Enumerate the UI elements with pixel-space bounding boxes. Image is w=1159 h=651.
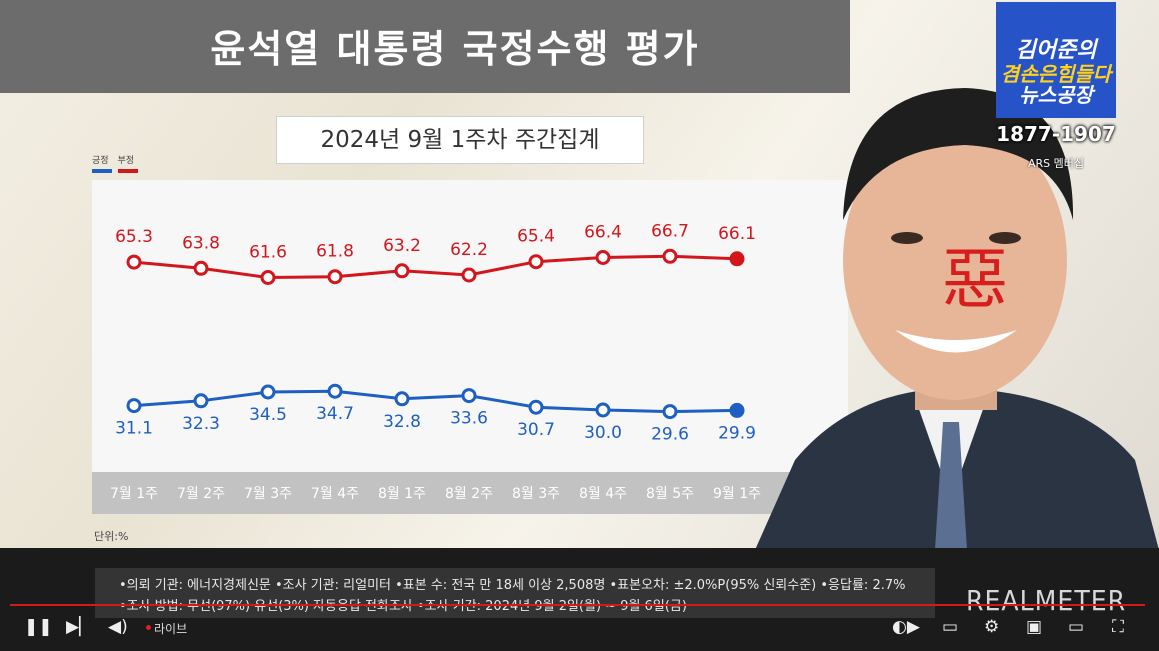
- data-label: 30.0: [584, 423, 622, 443]
- data-label: 32.3: [182, 414, 220, 434]
- survey-note-line2: •조사 방법: 무선(97%)·유선(3%) 자동응답 전화조사 •조사 기간:…: [119, 599, 687, 614]
- data-label: 34.7: [316, 404, 354, 424]
- next-icon[interactable]: ▶▏: [66, 617, 93, 637]
- ars-label: ARS 멤버십: [1027, 157, 1084, 170]
- data-point: [126, 254, 142, 270]
- data-label: 63.2: [383, 236, 421, 256]
- data-label: 33.6: [450, 409, 488, 429]
- fullscreen-icon[interactable]: ⛶: [1112, 617, 1124, 637]
- volume-icon[interactable]: ◀): [108, 617, 128, 637]
- data-label: 66.1: [718, 224, 756, 244]
- data-label: 29.9: [718, 423, 756, 443]
- theater-mode-icon[interactable]: ▭: [1068, 617, 1085, 637]
- survey-note-line1: •의뢰 기관: 에너지경제신문 •조사 기관: 리얼미터 •표본 수: 전국 만…: [119, 578, 906, 593]
- brand-line1: 김어준의: [1015, 38, 1097, 63]
- data-label: 62.2: [450, 240, 488, 260]
- data-label: 61.8: [316, 242, 354, 262]
- legend-approve-swatch: [92, 168, 112, 173]
- autoplay-toggle-icon[interactable]: ◐▶: [892, 617, 920, 637]
- phone-number: 1877-1907: [996, 122, 1116, 146]
- data-label: 65.3: [115, 227, 153, 247]
- x-tick-label: 7월 4주: [311, 486, 359, 502]
- survey-notes: •의뢰 기관: 에너지경제신문 •조사 기관: 리얼미터 •표본 수: 전국 만…: [95, 568, 935, 618]
- data-label: 63.8: [182, 233, 220, 253]
- realmeter-logo: REALMETER: [966, 584, 1127, 617]
- live-label: 라이브: [154, 622, 188, 636]
- data-label: 65.4: [517, 227, 555, 247]
- data-label: 66.7: [651, 221, 689, 241]
- portrait-image: [755, 30, 1159, 550]
- data-point: [662, 404, 678, 420]
- data-label: 29.6: [651, 425, 689, 445]
- series-line-0: [133, 254, 738, 280]
- legend-approve-label: 긍정: [92, 156, 109, 166]
- chart-subtitle: 2024년 9월 1주차 주간집계: [276, 116, 644, 164]
- data-point: [260, 384, 276, 400]
- plot-area: [92, 180, 848, 472]
- settings-gear-icon[interactable]: ⚙: [984, 617, 1000, 637]
- data-point: [729, 402, 745, 418]
- data-label: 66.4: [584, 223, 622, 243]
- data-point: [528, 399, 544, 415]
- page-title: 윤석열 대통령 국정수행 평가: [210, 27, 700, 71]
- legend-disapprove-swatch: [117, 168, 138, 173]
- data-point: [260, 270, 276, 285]
- data-point: [327, 383, 343, 399]
- data-label: 61.6: [249, 243, 287, 263]
- data-point: [193, 260, 209, 276]
- x-tick-label: 7월 1주: [110, 486, 158, 502]
- chart-legend: 긍정 부정: [92, 153, 141, 176]
- brand-line2: 겸손은힘들다: [1000, 62, 1112, 86]
- data-label: 31.1: [115, 419, 153, 439]
- legend-disapprove-label: 부정: [117, 156, 134, 166]
- x-tick-label: 8월 1주: [378, 486, 426, 502]
- channel-logo: 김어준의 겸손은힘들다 뉴스공장: [996, 2, 1116, 118]
- series-line-1: [133, 389, 738, 414]
- data-point: [729, 251, 745, 267]
- x-tick-label: 8월 3주: [512, 486, 560, 502]
- unit-label: 단위:%: [94, 530, 129, 543]
- subtitles-icon[interactable]: ▭: [942, 617, 959, 637]
- data-point: [327, 269, 343, 285]
- pause-icon[interactable]: ❚❚: [24, 617, 53, 637]
- data-point: [193, 393, 209, 409]
- data-label: 32.8: [383, 412, 421, 432]
- player-controls: ❚❚ ▶▏ ◀) 라이브 ◐▶ ▭ ⚙ ▣ ▭ ⛶: [0, 612, 1159, 645]
- data-point: [595, 250, 611, 265]
- x-tick-label: 7월 2주: [177, 486, 225, 502]
- x-tick-label: 7월 3주: [244, 486, 292, 502]
- data-point: [528, 254, 544, 270]
- miniplayer-icon[interactable]: ▣: [1026, 617, 1043, 637]
- data-point: [662, 248, 678, 264]
- x-tick-label: 8월 2주: [445, 486, 493, 502]
- data-point: [394, 263, 410, 279]
- x-tick-label: 9월 1주: [713, 486, 761, 502]
- data-label: 30.7: [517, 420, 555, 440]
- x-tick-label: 8월 4주: [579, 486, 627, 502]
- x-tick-label: 8월 5주: [646, 486, 694, 502]
- x-axis-band: [92, 472, 848, 514]
- data-point: [461, 267, 477, 283]
- title-bar: [0, 0, 850, 93]
- portrait-mark: 惡: [942, 241, 1008, 318]
- live-dot: [146, 625, 151, 630]
- progress-bar[interactable]: [10, 604, 1145, 606]
- brand-line3: 뉴스공장: [1019, 83, 1093, 107]
- data-point: [126, 398, 142, 414]
- data-point: [595, 402, 611, 418]
- data-point: [461, 388, 477, 404]
- data-point: [394, 391, 410, 407]
- data-label: 34.5: [249, 405, 287, 425]
